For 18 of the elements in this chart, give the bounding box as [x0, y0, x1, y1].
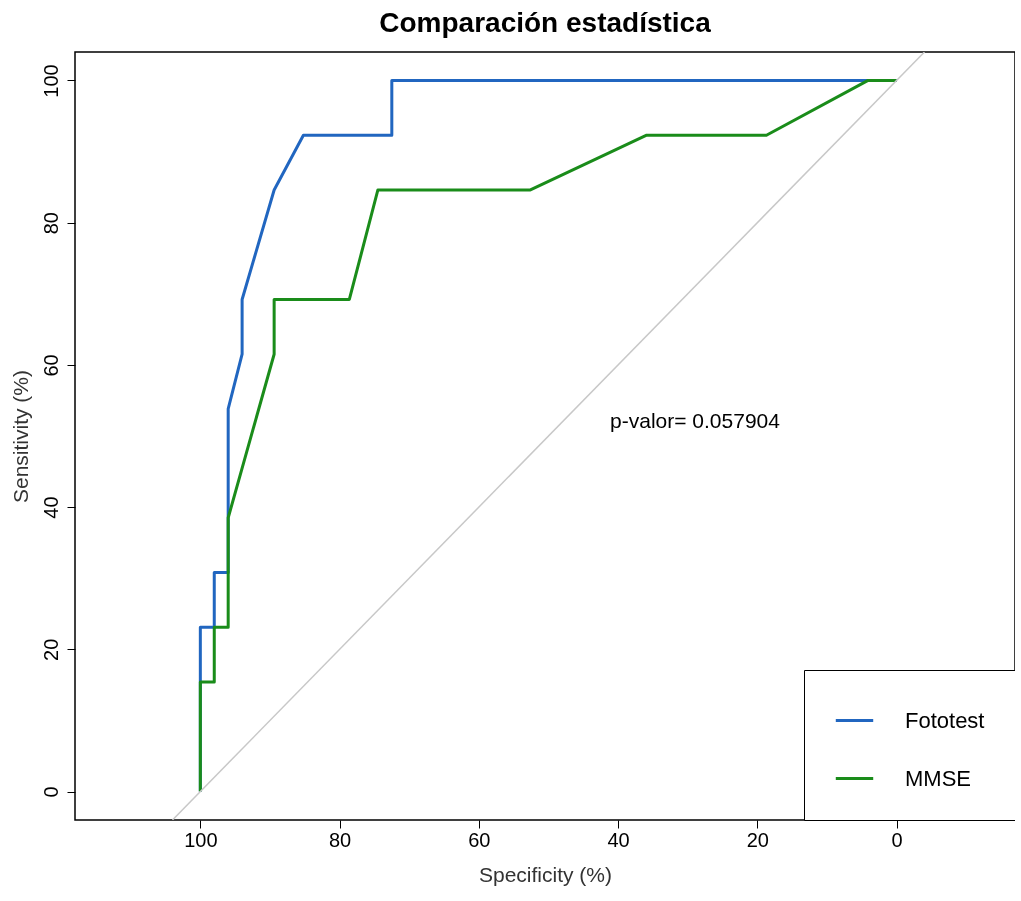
y-tick-label: 60 [39, 354, 62, 377]
annotation: p-valor= 0.057904 [610, 409, 781, 432]
x-tick-label: 0 [891, 828, 903, 851]
y-tick-label: 20 [39, 638, 62, 661]
y-tick-label: 40 [39, 496, 62, 519]
chart-title: Comparación estadística [379, 7, 712, 38]
y-tick-label: 100 [39, 64, 62, 98]
legend-label: MMSE [905, 765, 971, 791]
x-tick-label: 40 [607, 828, 630, 851]
x-tick-label: 60 [468, 828, 491, 851]
x-tick-label: 20 [746, 828, 769, 851]
x-tick-label: 100 [184, 828, 218, 851]
legend-label: Fototest [905, 707, 985, 733]
y-tick-label: 0 [39, 786, 62, 798]
y-axis-title: Sensitivity (%) [8, 369, 32, 504]
x-axis-title: Specificity (%) [478, 862, 613, 886]
x-tick-label: 80 [328, 828, 352, 851]
y-tick-label: 80 [39, 212, 62, 235]
